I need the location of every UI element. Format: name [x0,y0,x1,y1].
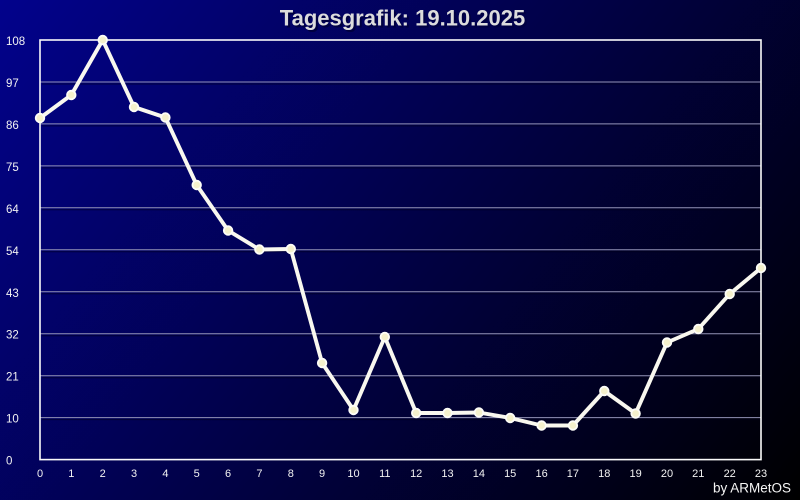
svg-text:10: 10 [347,468,359,480]
svg-text:0: 0 [6,456,12,468]
svg-text:16: 16 [535,468,547,480]
svg-text:1: 1 [68,468,74,480]
svg-text:4: 4 [162,468,168,480]
svg-text:32: 32 [6,330,19,342]
svg-text:97: 97 [6,78,19,90]
svg-text:by ARMetOS: by ARMetOS [713,481,791,496]
svg-text:64: 64 [6,204,19,216]
svg-text:108: 108 [6,36,25,48]
svg-text:75: 75 [6,162,19,174]
svg-text:12: 12 [410,468,422,480]
svg-text:20: 20 [661,468,673,480]
svg-text:22: 22 [724,468,736,480]
svg-text:6: 6 [225,468,231,480]
svg-text:18: 18 [598,468,610,480]
svg-text:11: 11 [379,468,390,480]
svg-text:54: 54 [6,246,19,258]
svg-text:10: 10 [6,414,19,426]
svg-text:17: 17 [567,468,579,480]
svg-text:14: 14 [473,468,485,480]
svg-text:8: 8 [288,468,294,480]
svg-text:21: 21 [6,372,19,384]
svg-text:0: 0 [37,468,43,480]
svg-text:19: 19 [629,468,641,480]
svg-text:23: 23 [755,468,767,480]
svg-text:Tagesgrafik: 19.10.2025: Tagesgrafik: 19.10.2025 [280,6,525,31]
svg-text:7: 7 [256,468,262,480]
svg-text:21: 21 [692,468,704,480]
svg-text:43: 43 [6,288,19,300]
svg-text:5: 5 [194,468,200,480]
svg-text:3: 3 [131,468,137,480]
svg-text:9: 9 [319,468,325,480]
svg-text:Tagesgrafik: 19.10.2025: Tagesgrafik: 19.10.2025 [282,8,527,33]
svg-text:13: 13 [441,468,453,480]
svg-text:2: 2 [100,468,106,480]
svg-text:15: 15 [504,468,516,480]
svg-text:86: 86 [6,120,19,132]
